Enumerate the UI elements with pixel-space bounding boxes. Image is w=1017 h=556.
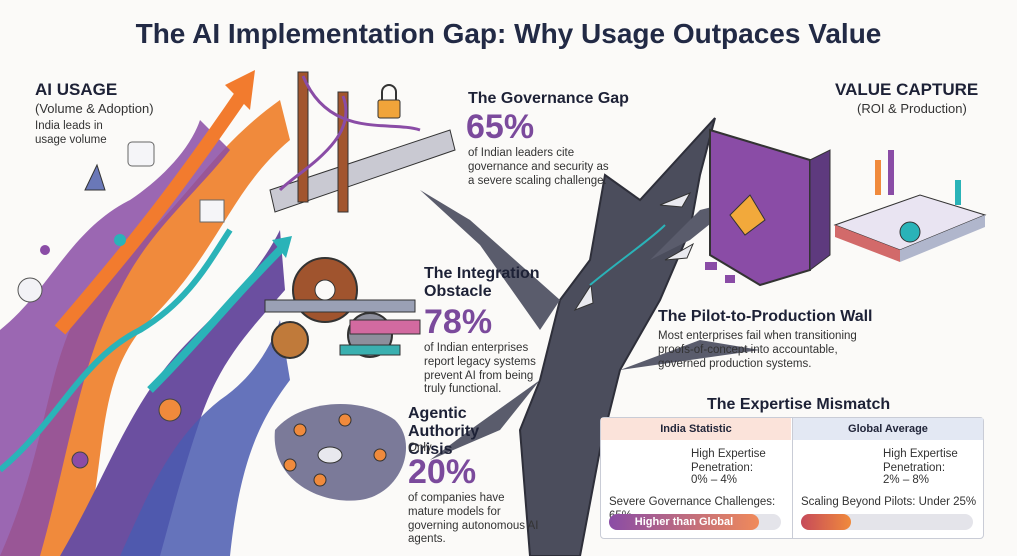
metric-label: High Expertise Penetration: [883, 448, 958, 474]
illustration-polygon [225, 70, 255, 110]
progress-fill [801, 514, 851, 530]
illustration-rect [199, 199, 225, 223]
illustration-circle [17, 277, 43, 303]
illustration-path [620, 340, 760, 370]
illustration-rect [705, 262, 717, 270]
stat: 65% [466, 108, 535, 146]
progress-track [801, 514, 973, 530]
illustration-circle [283, 458, 297, 472]
usage-heading: AI USAGE [35, 80, 118, 99]
metric-value: 2% – 8% [883, 474, 930, 486]
progress-fill [609, 514, 759, 530]
illustration-polygon [835, 225, 900, 262]
illustration-rect [349, 319, 421, 335]
stat: 20% [408, 453, 477, 491]
illustration-circle [314, 279, 336, 301]
illustration-path [0, 120, 230, 556]
illustration-path [659, 192, 692, 208]
illustration-path [381, 84, 397, 100]
illustration-circle [271, 321, 309, 359]
illustration-rect [339, 344, 401, 356]
progress-label: Higher than Global [634, 516, 734, 528]
comparison-panel: India Statistic High Expertise Penetrati… [600, 417, 984, 539]
usage-note: India leads in usage volume [35, 120, 107, 146]
usage-subheading: (Volume & Adoption) [35, 101, 154, 116]
section-heading: The Integration Obstacle [424, 265, 540, 300]
value-subheading: (ROI & Production) [857, 101, 967, 116]
illustration-rect [264, 299, 416, 313]
illustration-circle [373, 448, 387, 462]
illustration-ellipse [317, 446, 343, 464]
illustration-polygon [729, 194, 766, 236]
illustration-path [589, 224, 666, 286]
title: The AI Implementation Gap: Why Usage Out… [135, 18, 882, 49]
illustration-circle [114, 234, 126, 246]
metric-label: High Expertise Penetration: [691, 448, 766, 474]
illustration-circle [71, 451, 89, 469]
stat: 78% [424, 303, 493, 341]
illustration-circle [293, 423, 307, 437]
stat-description: of Indian enterprises report legacy syst… [424, 342, 536, 396]
illustration-path [420, 190, 560, 330]
illustration-polygon [809, 149, 831, 271]
illustration-rect [297, 71, 309, 203]
stat-line: Scaling Beyond Pilots: Under 25% [801, 496, 977, 508]
progress-track: Higher than Global [609, 514, 781, 530]
illustration-rect [725, 275, 735, 283]
value-heading: VALUE CAPTURE [835, 80, 979, 99]
illustration-rect [875, 160, 881, 195]
illustration-path [301, 75, 421, 132]
stat-description: of companies have mature models for gove… [408, 492, 539, 546]
illustration-circle [338, 413, 352, 427]
illustration-path [84, 163, 106, 191]
illustration-circle [40, 245, 50, 255]
section-heading: The Pilot-to-Production Wall [658, 308, 873, 325]
illustration-rect [955, 180, 961, 205]
illustration-path [120, 320, 290, 556]
illustration-g [283, 413, 387, 487]
illustration-path [0, 228, 233, 473]
section-heading: The Governance Gap [468, 90, 629, 107]
illustration-path [269, 129, 456, 213]
illustration-path [60, 230, 285, 556]
illustration-circle [899, 221, 921, 243]
illustration-circle [158, 398, 182, 422]
section-heading: Agentic Authority Crisis [408, 405, 480, 458]
stat-prefix: Only [408, 442, 432, 454]
illustration-circle [313, 473, 327, 487]
section-heading: The Expertise Mismatch [707, 396, 891, 413]
column-header: India Statistic [601, 418, 791, 440]
illustration-rect [127, 141, 155, 167]
illustration-path [54, 86, 251, 335]
illustration-path [664, 242, 695, 261]
global-column: Global Average High Expertise Penetratio… [792, 418, 983, 538]
illustration-polygon [900, 215, 985, 262]
illustration-path [430, 380, 540, 460]
section-text: Most enterprises fail when transitioning… [658, 330, 857, 370]
stat-description: of Indian leaders cite governance and se… [468, 147, 609, 187]
india-column: India Statistic High Expertise Penetrati… [601, 418, 791, 538]
illustration-rect [377, 99, 401, 119]
illustration-rect [888, 150, 894, 195]
illustration-polygon [272, 236, 292, 258]
illustration-polygon [709, 128, 811, 287]
column-header: Global Average [793, 418, 983, 440]
illustration-path [278, 95, 348, 192]
illustration-path [147, 242, 288, 393]
illustration-path [573, 283, 594, 312]
illustration-rect [337, 91, 349, 213]
metric-value: 0% – 4% [691, 474, 738, 486]
